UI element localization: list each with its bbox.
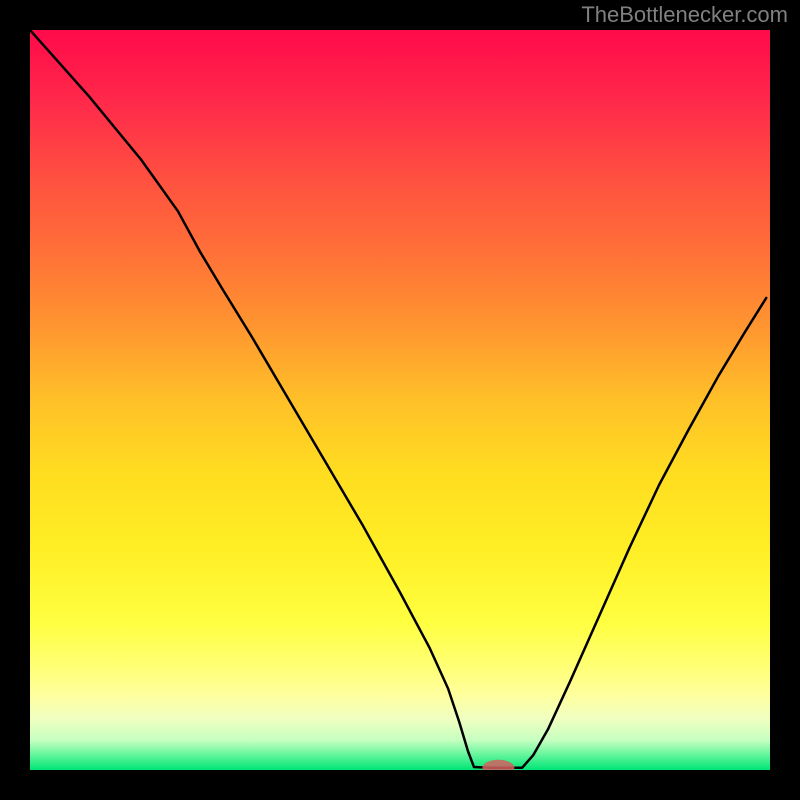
bottleneck-curve [30, 30, 766, 768]
chart-area [30, 30, 770, 770]
watermark-text: TheBottlenecker.com [581, 2, 788, 28]
optimum-marker [482, 760, 514, 770]
curve-overlay [30, 30, 770, 770]
